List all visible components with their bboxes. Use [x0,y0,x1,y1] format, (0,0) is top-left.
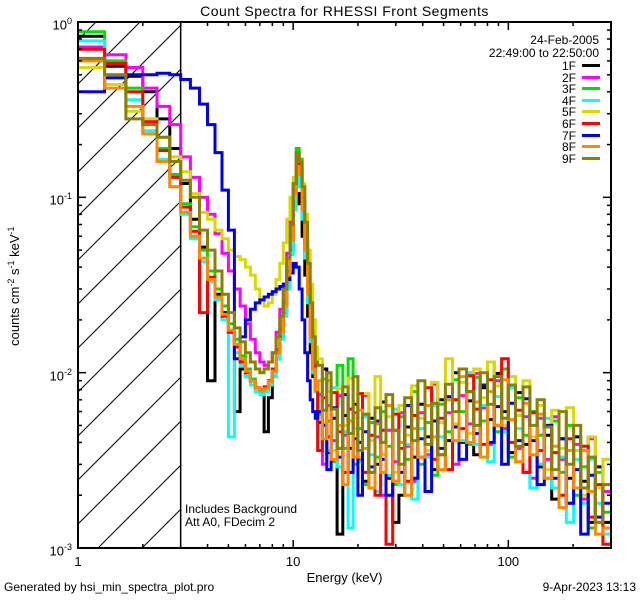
legend-label-9F: 9F [561,151,576,166]
legend-swatch-5F [582,110,600,114]
axis-frame [77,21,612,549]
legend-label-1F: 1F [561,59,576,73]
legend-swatch-1F [582,64,600,67]
legend-label-2F: 2F [561,70,576,85]
annotation-attenuator-state: Att A0, FDecim 2 [185,515,276,529]
observation-time-range: 22:49:00 to 22:50:00 [488,46,599,60]
legend-swatch-8F [582,145,600,149]
axis-ticks [77,21,612,549]
observation-date: 24-Feb-2005 [530,33,599,47]
y-axis-label: counts cm-2 s-1 keV-1 [5,226,23,346]
chart-title: Count Spectra for RHESSI Front Segments [200,3,489,19]
spectra-series-group [78,30,611,546]
generator-credit: Generated by hsi_min_spectra_plot.pro [4,580,215,594]
legend-label-6F: 6F [561,117,576,131]
render-timestamp: 9-Apr-2023 13:13 [542,580,636,594]
legend-label-8F: 8F [561,140,576,155]
legend-label-7F: 7F [561,128,576,143]
legend-label-3F: 3F [561,82,576,97]
legend-swatch-9F [582,156,600,160]
y-tick-label-1e-2: 10-2 [49,366,72,383]
legend-swatch-6F [582,122,600,125]
x-axis-label: Energy (keV) [306,570,383,585]
y-tick-label-1e-3: 10-3 [49,542,72,559]
x-tick-label-1: 1 [74,554,82,569]
y-tick-label-1e0: 100 [52,16,72,33]
legend-label-4F: 4F [561,93,576,108]
y-tick-label-1e-1: 10-1 [49,191,72,208]
x-tick-label-100: 100 [497,554,520,569]
annotation-includes-background: Includes Background [185,502,298,516]
legend-swatch-2F [582,75,600,79]
x-tick-label-10: 10 [285,554,301,569]
legend-swatch-4F [582,98,600,102]
legend-swatch-3F [582,87,600,91]
legend-label-5F: 5F [561,105,576,120]
legend-swatch-7F [582,133,600,137]
series-line-9F [78,56,611,524]
